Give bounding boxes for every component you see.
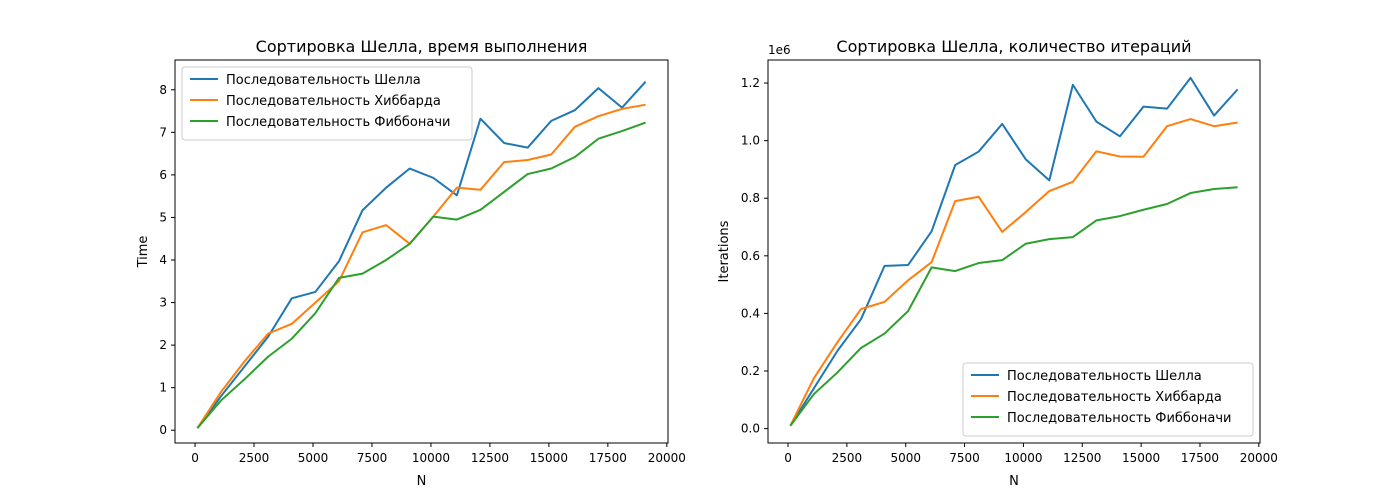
axes-frame xyxy=(174,59,669,444)
y-tick-label: 6 xyxy=(159,168,167,182)
y-tick-label: 7 xyxy=(159,125,167,139)
x-tick-label: 20000 xyxy=(1240,451,1278,465)
legend-entry: Последовательность Хиббарда xyxy=(226,94,441,109)
legend-entry: Последовательность Фиббоначи xyxy=(226,115,451,130)
y-tick-label: 3 xyxy=(159,296,167,310)
series-line-1 xyxy=(196,81,647,429)
chart-1: 0 2500 5000 7500 10000 12500 15000 17500 20000 0 1… xyxy=(136,37,686,489)
x-tick-label: 2500 xyxy=(832,451,863,465)
y-tick-label: 5 xyxy=(159,210,167,224)
y-tick-label: 0.0 xyxy=(741,422,760,436)
legend-entry: Последовательность Хиббарда xyxy=(1007,390,1222,405)
chart-title: Сортировка Шелла, количество итераций xyxy=(836,37,1191,56)
x-tick-label: 15000 xyxy=(1122,451,1160,465)
y-tick-label: 0.6 xyxy=(741,249,760,263)
series-line-3 xyxy=(789,186,1238,427)
x-tick-label: 12500 xyxy=(471,451,509,465)
series-line-3 xyxy=(196,121,646,429)
y-tick-label: 1.0 xyxy=(741,134,760,148)
x-tick-label: 15000 xyxy=(530,451,568,465)
y-tick-label: 1 xyxy=(159,381,167,395)
x-tick-label: 0 xyxy=(191,451,199,465)
y-tick-label: 2 xyxy=(159,338,167,352)
x-tick-label: 5000 xyxy=(890,451,921,465)
x-tick-label: 2500 xyxy=(239,451,270,465)
x-tick-label: 0 xyxy=(784,451,792,465)
legend-box xyxy=(962,362,1254,437)
axes-frame xyxy=(767,59,1261,444)
x-tick-label: 20000 xyxy=(648,451,686,465)
legend: Последовательность Шелла Последовательнос… xyxy=(181,66,473,141)
x-tick-label: 7500 xyxy=(949,451,980,465)
x-tick-label: 7500 xyxy=(357,451,388,465)
y-tick-label: 0.2 xyxy=(741,364,760,378)
x-tick-label: 17500 xyxy=(1181,451,1219,465)
axis-offset-label: 1e6 xyxy=(768,43,791,57)
y-tick-label: 1.2 xyxy=(741,76,760,90)
x-tick-label: 12500 xyxy=(1063,451,1101,465)
y-tick-label: 0.4 xyxy=(741,306,760,320)
series-line-1 xyxy=(789,76,1239,427)
y-tick-label: 4 xyxy=(159,253,167,267)
series-line-2 xyxy=(789,118,1238,427)
y-axis-label: Time xyxy=(136,236,151,269)
x-tick-label: 5000 xyxy=(298,451,329,465)
legend-entry: Последовательность Шелла xyxy=(226,73,421,88)
y-tick-label: 8 xyxy=(159,83,167,97)
x-tick-label: 10000 xyxy=(412,451,450,465)
chart-2: 0 2500 5000 7500 10000 12500 15000 17500 20000 0.… xyxy=(717,37,1278,489)
y-tick-label: 0.8 xyxy=(741,191,760,205)
legend: Последовательность Шелла Последовательнос… xyxy=(962,362,1254,437)
x-tick-label: 17500 xyxy=(589,451,627,465)
y-tick-label: 0 xyxy=(159,423,167,437)
chart-title: Сортировка Шелла, время выполнения xyxy=(256,37,588,56)
x-tick-label: 10000 xyxy=(1004,451,1042,465)
x-axis-label: N xyxy=(1009,474,1019,489)
legend-box xyxy=(181,66,473,141)
legend-entry: Последовательность Фиббоначи xyxy=(1007,411,1232,426)
y-axis-label: Iterations xyxy=(717,220,732,282)
x-axis-label: N xyxy=(417,474,427,489)
legend-entry: Последовательность Шелла xyxy=(1007,369,1202,384)
